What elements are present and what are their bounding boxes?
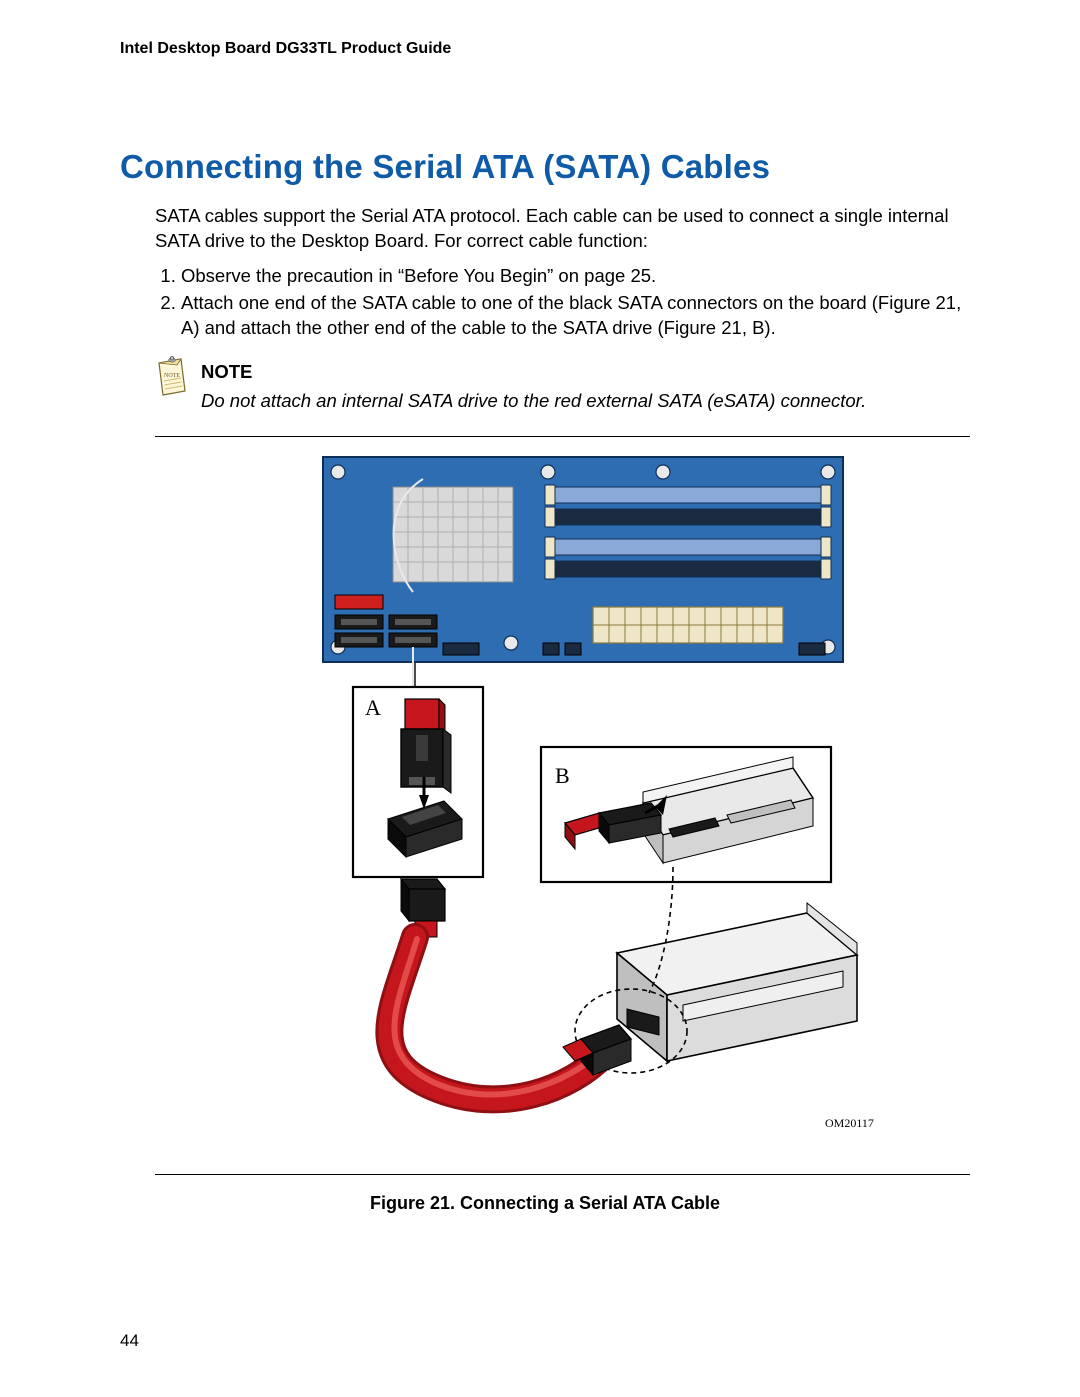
inset-b: B [541, 747, 831, 882]
step-item: Attach one end of the SATA cable to one … [181, 291, 970, 341]
page-number: 44 [120, 1331, 139, 1351]
section-title: Connecting the Serial ATA (SATA) Cables [120, 148, 970, 186]
atx-power-connector [593, 607, 783, 643]
callout-b: B [555, 763, 570, 788]
note-label: NOTE [201, 361, 866, 383]
sata-cable [389, 879, 631, 1099]
note-icon: NOTE [155, 355, 189, 402]
motherboard [323, 457, 843, 687]
inset-a: A [353, 687, 483, 877]
step-item: Observe the precaution in “Before You Be… [181, 264, 970, 289]
note-body: Do not attach an internal SATA drive to … [201, 389, 866, 414]
sata-drive [617, 903, 857, 1061]
figure: A [155, 447, 970, 1152]
figure-rule-bottom [155, 1174, 970, 1175]
figure-ref-code: OM20117 [825, 1116, 874, 1130]
callout-a: A [365, 695, 381, 720]
running-head: Intel Desktop Board DG33TL Product Guide [120, 40, 970, 58]
steps-list: Observe the precaution in “Before You Be… [155, 264, 970, 341]
figure-caption: Figure 21. Connecting a Serial ATA Cable [120, 1193, 970, 1214]
figure-illustration: A [243, 447, 883, 1152]
heatsink [393, 487, 513, 582]
note-block: NOTE NOTE Do not attach an internal SATA… [155, 361, 970, 414]
figure-rule-top [155, 436, 970, 437]
intro-paragraph: SATA cables support the Serial ATA proto… [155, 204, 970, 254]
